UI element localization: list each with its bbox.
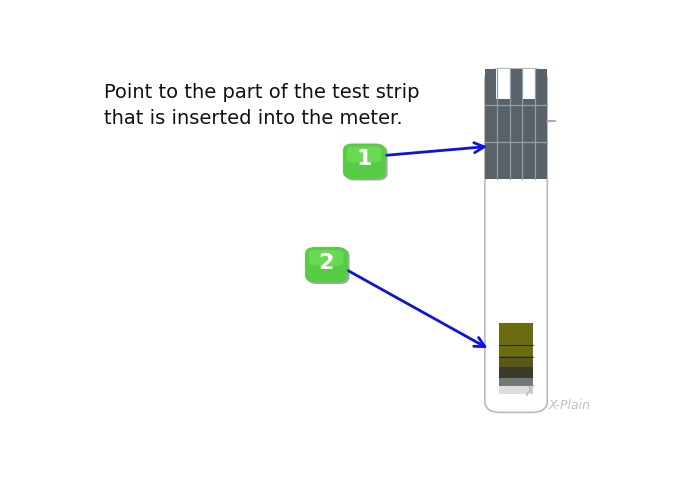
Text: 2: 2: [318, 253, 334, 273]
FancyBboxPatch shape: [305, 247, 347, 282]
Bar: [522, 69, 536, 99]
Bar: [485, 69, 547, 179]
Bar: [499, 323, 533, 357]
FancyBboxPatch shape: [345, 145, 388, 180]
Text: Point to the part of the test strip
that is inserted into the meter.: Point to the part of the test strip that…: [104, 84, 419, 128]
FancyBboxPatch shape: [346, 146, 382, 162]
Bar: [496, 69, 510, 99]
Text: 1: 1: [356, 149, 372, 169]
Bar: [499, 356, 533, 368]
Bar: [499, 378, 533, 386]
FancyBboxPatch shape: [343, 144, 385, 179]
Text: ✗: ✗: [524, 384, 536, 399]
FancyBboxPatch shape: [309, 250, 344, 266]
FancyBboxPatch shape: [485, 69, 547, 412]
Bar: [499, 386, 533, 394]
FancyBboxPatch shape: [307, 249, 349, 284]
Bar: [499, 367, 533, 378]
Text: X-Plain: X-Plain: [549, 399, 591, 412]
